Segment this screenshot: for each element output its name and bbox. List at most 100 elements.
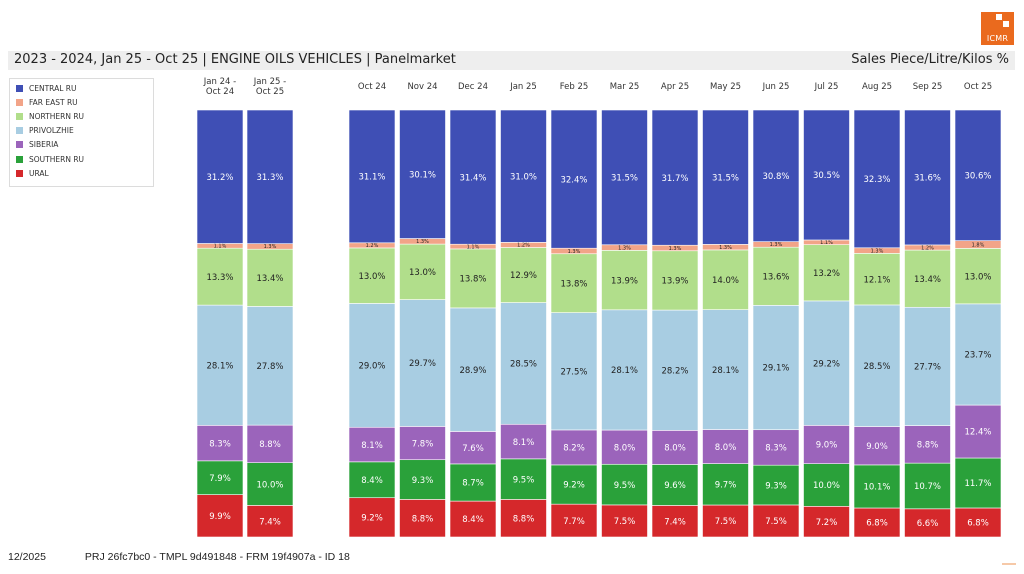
data-label-siberia: 7.8% [412,439,434,449]
bar-stack-jan-24-oct-24: Jan 24 -Oct 24 9.9% 7.9% 8.3% 28.1% 13.3% 1.1%… [196,77,244,538]
bar-segment-siberia [803,425,850,465]
data-label-privolzhie: 28.1% [712,366,739,376]
category-label: Apr 25 [661,82,689,92]
data-label-southern-ru: 10.7% [914,482,941,492]
data-label-privolzhie: 29.0% [358,362,385,372]
legend-swatch [16,155,23,163]
data-label-central-ru: 31.1% [358,173,385,183]
bar-segment-ural [752,504,800,538]
data-label-privolzhie: 29.2% [813,359,840,369]
data-label-central-ru: 32.3% [863,175,890,185]
bar-segment-privolzhie [702,309,749,430]
data-label-northern-ru: 13.9% [661,277,688,287]
bar-segment-southern-ru [348,461,396,499]
bar-stack-oct-25: Oct 25 6.8% 11.7% 12.4% 23.7% 13.0% 1.8% 30.6% [954,82,1002,538]
data-label-ural: 6.8% [866,519,888,529]
bar-segment-northern-ru [196,247,244,306]
data-label-ural: 8.8% [412,514,434,524]
data-label-southern-ru: 9.2% [563,481,585,491]
data-label-privolzhie: 28.9% [459,366,486,376]
data-label-ural: 7.7% [563,517,585,527]
bar-segment-ural [904,508,951,538]
data-label-ural: 7.2% [816,518,838,528]
bar-segment-ural [954,507,1002,538]
data-label-central-ru: 31.0% [510,172,537,182]
data-label-northern-ru: 13.3% [206,273,233,283]
bar-segment-northern-ru [348,247,396,304]
bar-segment-southern-ru [399,459,446,500]
data-label-siberia: 8.0% [614,443,636,453]
bar-stack-mar-25: Mar 25 7.5% 9.5% 8.0% 28.1% 13.9% 1.3% 31.5% [601,82,648,538]
data-label-privolzhie: 28.1% [611,366,638,376]
data-label-siberia: 8.2% [563,444,585,454]
bar-segment-northern-ru [752,246,800,306]
bar-stack-jun-25: Jun 25 7.5% 9.3% 8.3% 29.1% 13.6% 1.3% 30.8% [752,82,800,538]
bar-segment-ural [601,504,648,538]
data-label-central-ru: 30.6% [964,172,991,182]
data-label-southern-ru: 7.9% [209,474,231,484]
icmr-logo: ICMR [981,12,1014,45]
data-label-privolzhie: 29.1% [762,364,789,374]
bar-segment-northern-ru [853,253,901,306]
corner-accent [1002,563,1016,565]
category-label: Feb 25 [560,82,589,92]
data-label-privolzhie: 28.1% [206,361,233,371]
data-label-central-ru: 30.5% [813,171,840,181]
data-label-northern-ru: 13.8% [560,279,587,289]
legend-item-privolzhie: PRIVOLZHIE [16,125,74,137]
data-label-ural: 9.9% [209,512,231,522]
data-label-northern-ru: 13.8% [459,275,486,285]
bar-segment-ural [702,504,749,538]
category-label: Jul 25 [814,82,839,92]
data-label-ural: 7.4% [664,517,686,527]
data-label-southern-ru: 8.7% [462,479,484,489]
bar-segment-central-ru [702,109,749,245]
measure-label: Sales Piece/Litre/Kilos % [851,52,1009,67]
data-label-privolzhie: 28.5% [510,360,537,370]
bar-stack-oct-24: Oct 24 9.2% 8.4% 8.1% 29.0% 13.0% 1.2% 31.1% [348,82,396,538]
bar-segment-siberia [246,424,294,464]
bar-segment-southern-ru [702,463,749,506]
data-label-far-east-ru: 1.3% [416,239,429,245]
bar-segment-northern-ru [449,248,497,309]
data-label-privolzhie: 29.7% [409,359,436,369]
bar-segment-ural [651,505,699,538]
bar-segment-central-ru [348,109,396,244]
data-label-northern-ru: 13.0% [358,272,385,282]
bar-segment-privolzhie [601,309,648,431]
bar-segment-siberia [702,429,749,464]
data-label-far-east-ru: 1.1% [214,244,227,250]
category-label: Sep 25 [913,82,943,92]
legend-label: SIBERIA [29,140,59,150]
bar-segment-ural [246,505,294,538]
bar-segment-privolzhie [246,306,294,426]
data-label-far-east-ru: 1.2% [517,243,530,249]
data-label-central-ru: 31.2% [206,173,233,183]
data-label-northern-ru: 13.6% [762,272,789,282]
data-label-siberia: 8.3% [765,444,787,454]
legend-swatch [16,84,23,92]
data-label-ural: 8.4% [462,515,484,525]
bar-segment-central-ru [196,109,244,244]
bar-segment-privolzhie [954,303,1002,406]
data-label-far-east-ru: 1.1% [820,240,833,246]
bar-stack-may-25: May 25 7.5% 9.7% 8.0% 28.1% 14.0% 1.3% 31.5% [702,82,749,538]
bar-segment-southern-ru [954,457,1002,509]
bar-segment-central-ru [904,109,951,246]
data-label-ural: 8.8% [513,514,535,524]
data-label-northern-ru: 13.0% [964,272,991,282]
bar-segment-central-ru [651,109,699,246]
legend-label: CENTRAL RU [29,83,77,93]
legend-item-southern-ru: SOUTHERN RU [16,153,84,165]
data-label-ural: 6.6% [917,519,939,529]
bar-segment-central-ru [500,109,547,243]
bar-segment-privolzhie [803,300,850,426]
bar-segment-southern-ru [449,463,497,502]
data-label-southern-ru: 8.4% [361,476,383,486]
data-label-far-east-ru: 1.3% [871,248,884,254]
bar-stack-dec-24: Dec 24 8.4% 8.7% 7.6% 28.9% 13.8% 1.1% 31.4% [449,82,497,538]
bar-segment-northern-ru [246,248,294,307]
data-label-central-ru: 31.7% [661,174,688,184]
bar-segment-siberia [853,426,901,466]
bar-segment-siberia [601,429,648,465]
